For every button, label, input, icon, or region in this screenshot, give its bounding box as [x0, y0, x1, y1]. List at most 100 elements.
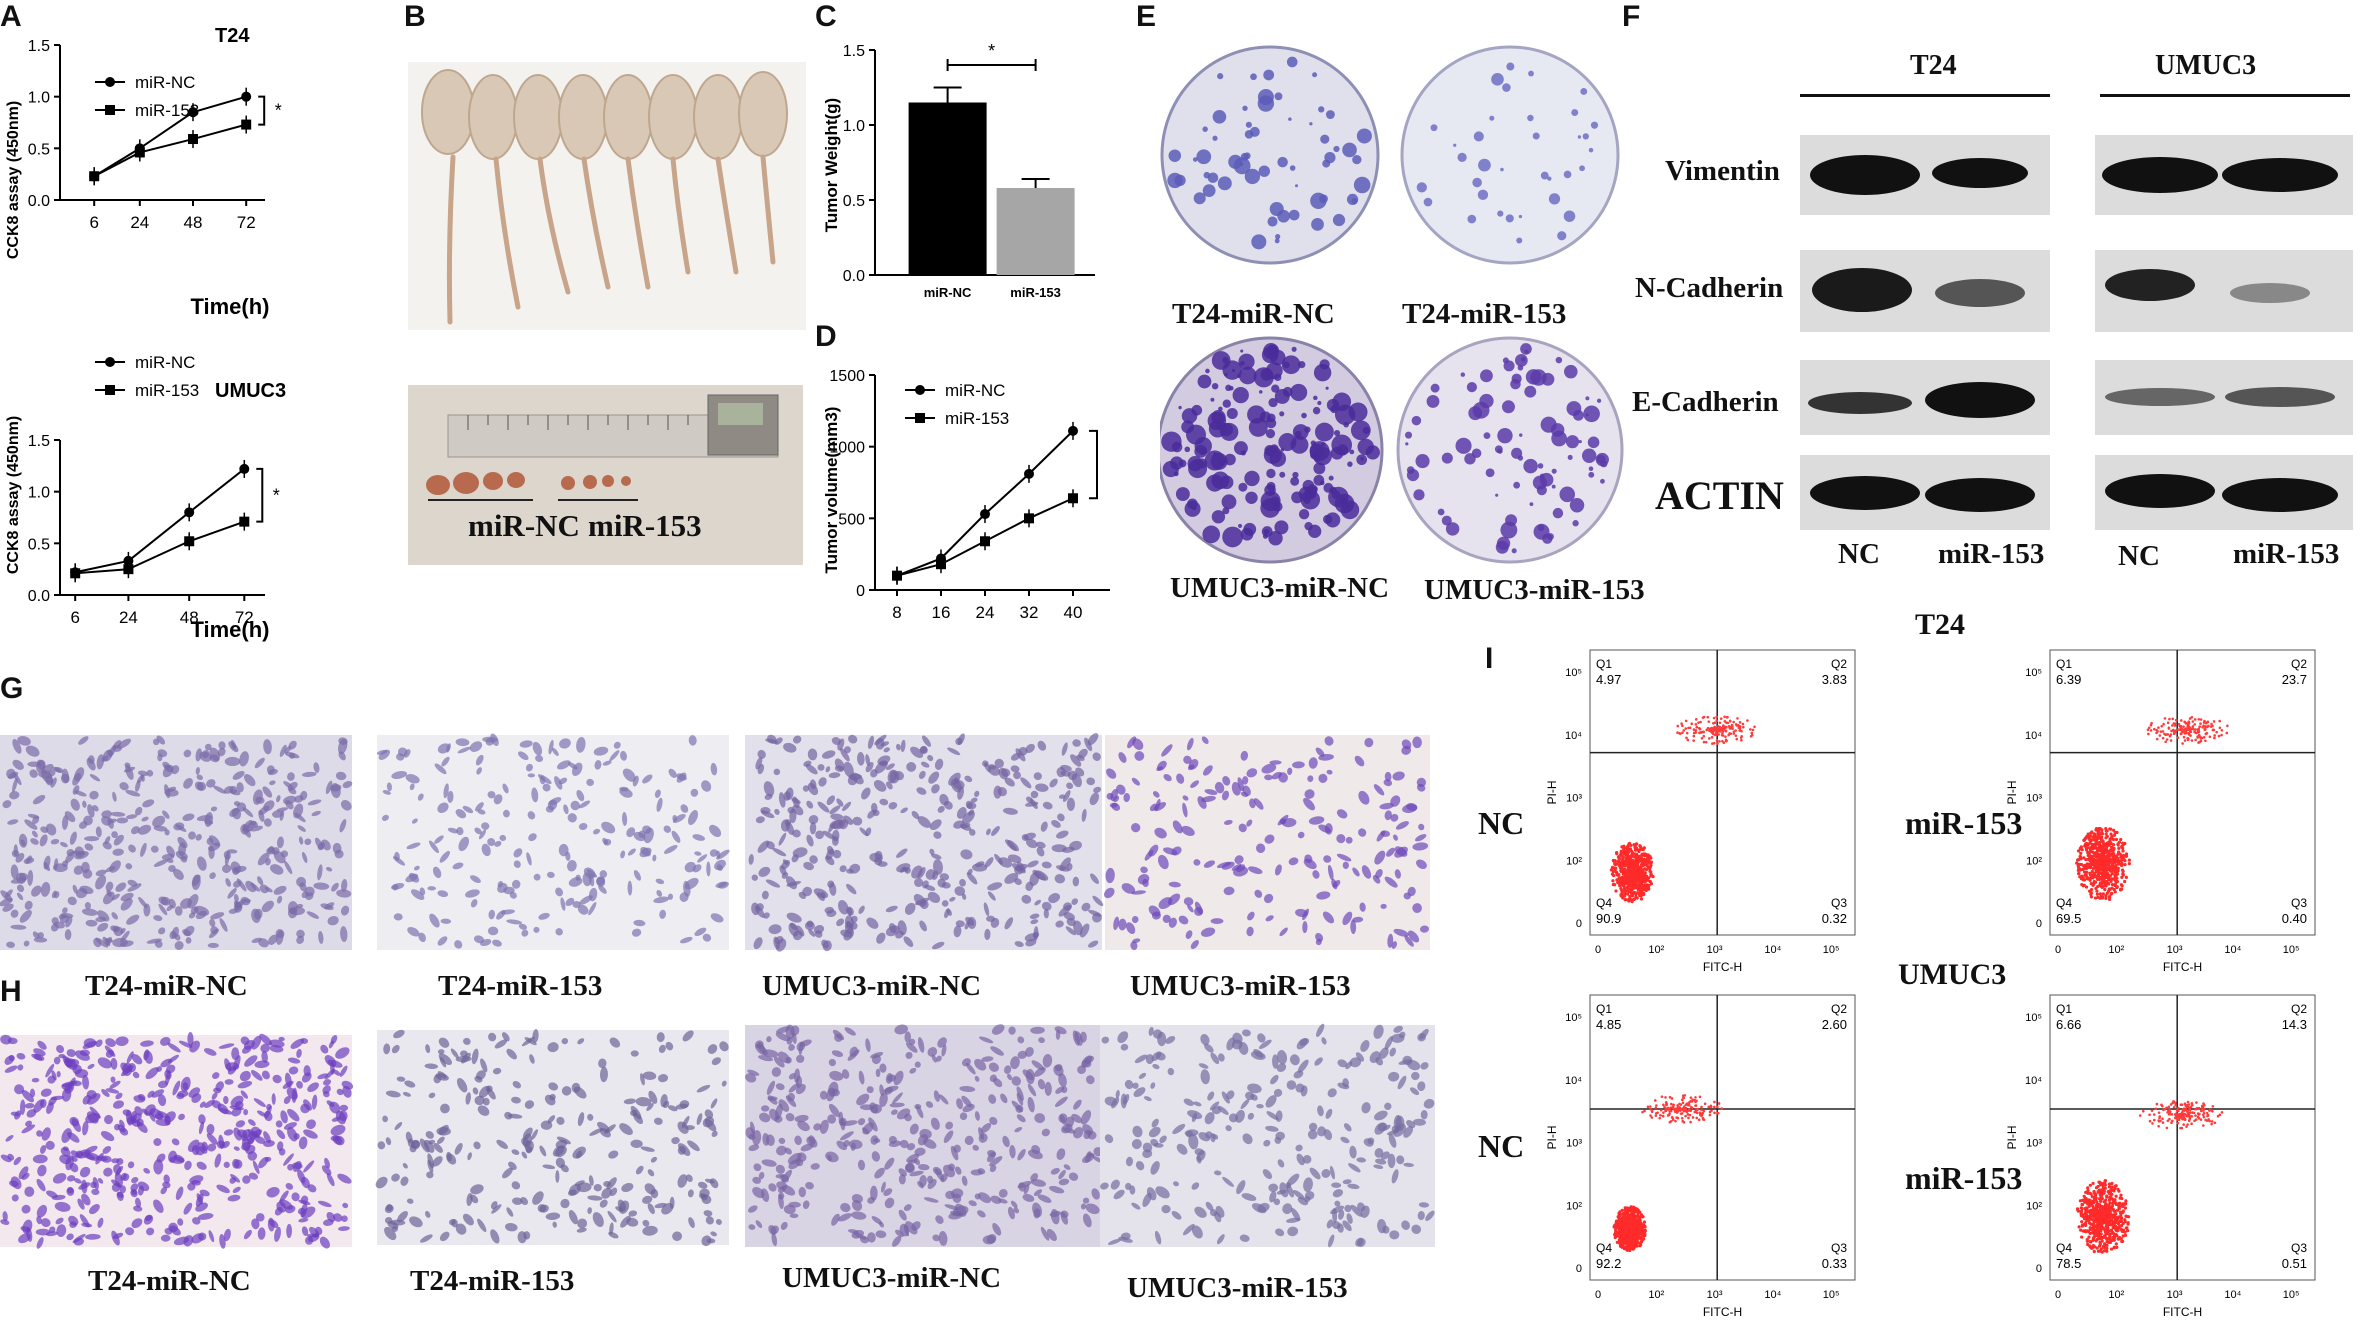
- cell: [775, 1145, 787, 1156]
- cell: [227, 1066, 237, 1075]
- cell: [54, 921, 66, 929]
- colony: [1244, 168, 1261, 185]
- cell: [341, 879, 348, 892]
- micrograph-h4: [1100, 1023, 1435, 1248]
- cell: [1321, 1037, 1327, 1045]
- cell: [870, 769, 878, 778]
- cell: [174, 941, 184, 950]
- event: [1634, 861, 1638, 865]
- event: [2076, 849, 2081, 853]
- cell: [437, 890, 449, 898]
- colony-dishes: [1160, 45, 1624, 564]
- cell: [400, 1176, 409, 1186]
- cell: [1273, 1088, 1283, 1097]
- cell: [253, 1098, 266, 1108]
- cell: [278, 1036, 285, 1042]
- cell: [1257, 1033, 1266, 1043]
- cell: [561, 1086, 572, 1096]
- cell: [447, 827, 459, 834]
- cell: [555, 928, 563, 936]
- cell: [1104, 887, 1115, 899]
- cell: [817, 764, 825, 771]
- colony: [1596, 398, 1602, 403]
- cell: [23, 940, 30, 947]
- cell: [959, 1085, 976, 1092]
- cell: [773, 1056, 785, 1068]
- cell: [81, 1193, 91, 1206]
- cell: [432, 1156, 443, 1167]
- colony: [1460, 372, 1466, 377]
- quadrant-name: Q3: [1831, 896, 1847, 910]
- cell: [16, 884, 25, 893]
- cell: [322, 1085, 331, 1094]
- series-line: [93, 95, 247, 178]
- y-tick-label: 0.5: [28, 141, 50, 158]
- x-tick-label: 24: [119, 608, 138, 627]
- quadrant-name: Q2: [2291, 657, 2307, 671]
- cell: [153, 1159, 164, 1175]
- cell: [25, 745, 40, 757]
- flow-plots: Q14.97Q23.83Q30.32Q490.9FITC-HPI-H0010²1…: [1545, 649, 2316, 1319]
- cell: [128, 844, 136, 853]
- cell: [648, 1090, 658, 1104]
- cell: [1111, 1097, 1120, 1109]
- cell: [599, 1199, 608, 1208]
- cell: [960, 849, 973, 860]
- cell: [900, 739, 906, 753]
- event: [1685, 731, 1689, 735]
- cell: [10, 1176, 22, 1190]
- event: [1716, 724, 1720, 728]
- cell: [1221, 1091, 1230, 1104]
- cell: [210, 806, 218, 812]
- cell: [1359, 902, 1366, 912]
- cell: [1016, 1092, 1024, 1106]
- event: [2169, 739, 2173, 742]
- cell: [158, 927, 166, 935]
- cell: [781, 1185, 796, 1196]
- cell: [613, 741, 621, 749]
- cell: [766, 841, 775, 850]
- cell: [1417, 1081, 1426, 1092]
- event: [1678, 731, 1681, 735]
- cell: [1412, 842, 1429, 851]
- colony: [1161, 431, 1182, 452]
- cell: [865, 1038, 871, 1052]
- cell: [195, 766, 200, 775]
- cell: [488, 1032, 497, 1042]
- transwell-caption: UMUC3-miR-153: [1127, 1272, 1348, 1304]
- flow-plot-t24-153: Q16.39Q223.7Q30.40Q469.5FITC-HPI-H0010²1…: [2005, 649, 2316, 974]
- event: [2098, 892, 2102, 896]
- cell: [1253, 798, 1264, 810]
- colony: [1572, 520, 1579, 527]
- cell: [244, 1055, 258, 1067]
- cell: [1080, 1110, 1092, 1125]
- x-tick-label: 72: [237, 213, 256, 232]
- event: [1622, 882, 1626, 887]
- cell: [1226, 1037, 1236, 1051]
- cell: [455, 1223, 467, 1235]
- cell: [661, 1203, 674, 1215]
- cell: [1030, 798, 1038, 809]
- cell: [763, 912, 770, 919]
- cell: [1002, 807, 1018, 815]
- cell: [916, 787, 927, 795]
- event: [2149, 729, 2153, 732]
- cell: [878, 1221, 884, 1228]
- cell: [232, 866, 240, 875]
- cell: [1223, 886, 1235, 896]
- event: [2113, 830, 2117, 835]
- quadrant-name: Q3: [2291, 896, 2307, 910]
- cell: [697, 854, 708, 863]
- cell: [601, 1187, 612, 1199]
- cell: [694, 851, 702, 856]
- cell: [1058, 1178, 1070, 1186]
- cell: [287, 1163, 294, 1171]
- quadrant-value: 0.40: [2282, 911, 2307, 926]
- cell: [1049, 1210, 1061, 1217]
- event: [2163, 717, 2167, 720]
- cell: [1152, 1063, 1160, 1070]
- x-tick-label: 24: [130, 213, 149, 232]
- cell: [254, 1060, 270, 1069]
- event: [1719, 717, 1723, 720]
- cell: [938, 1094, 949, 1105]
